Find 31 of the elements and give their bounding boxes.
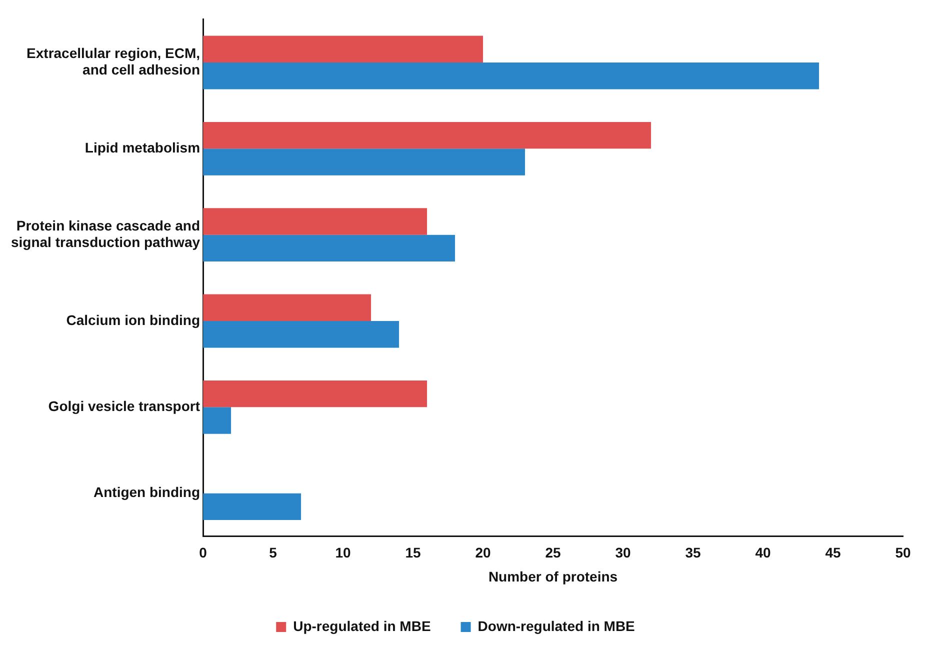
y-tick-label: Extracellular region, ECM, and cell adhesion [26, 44, 200, 78]
bar [203, 234, 456, 262]
x-tick-label: 40 [755, 544, 772, 561]
x-tick-label: 15 [405, 544, 422, 561]
x-tick-label: 35 [685, 544, 702, 561]
x-tick-label: 0 [199, 544, 208, 561]
x-axis-title: Number of proteins [488, 568, 618, 584]
bar [203, 122, 652, 149]
bar [203, 208, 428, 235]
bar [203, 320, 400, 348]
y-tick-label: Golgi vesicle transport [48, 398, 200, 414]
x-tick-label: 10 [335, 544, 352, 561]
y-tick-label: Protein kinase cascade and signal transduction pathway [10, 217, 200, 250]
x-tick-label: 25 [545, 544, 562, 561]
bar [203, 62, 820, 90]
bar [203, 36, 484, 62]
x-tick-label: 50 [895, 544, 911, 561]
y-tick-label: Lipid metabolism [84, 140, 200, 156]
x-tick-label: 30 [615, 544, 632, 561]
x-tick-label: 45 [825, 544, 841, 561]
bar [203, 380, 428, 408]
legend-label: Down-regulated in MBE [478, 618, 635, 634]
bar [203, 407, 232, 434]
bar [203, 148, 526, 176]
x-tick-label: 20 [475, 544, 492, 561]
legend-label: Up-regulated in MBE [293, 618, 431, 634]
x-tick-label: 5 [269, 544, 278, 561]
bar [203, 493, 302, 520]
y-tick-label: Calcium ion binding [66, 312, 200, 328]
bar [203, 294, 372, 321]
y-tick-label: Antigen binding [93, 484, 200, 500]
